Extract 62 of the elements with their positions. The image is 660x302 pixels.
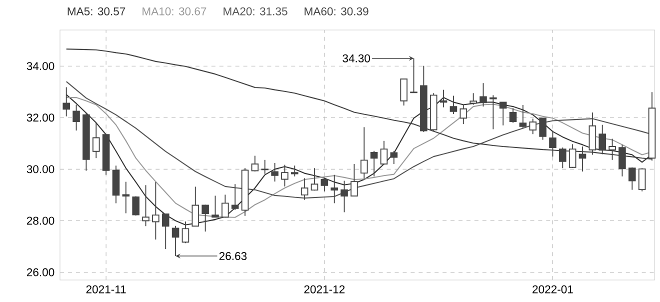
candlestick (390, 150, 398, 164)
candlestick (400, 78, 408, 106)
candlestick (549, 130, 556, 158)
candlestick (72, 104, 80, 131)
y-tick-label: 28.00 (26, 216, 54, 225)
x-tick-label: 2021-11 (86, 285, 126, 294)
candlestick (182, 221, 190, 244)
candlestick (212, 195, 219, 218)
candlestick (360, 126, 368, 180)
candlestick (251, 155, 259, 172)
y-tick-label: 26.00 (26, 268, 54, 276)
candlestick (92, 122, 100, 159)
candlestick (320, 178, 328, 192)
candlestick (529, 118, 537, 135)
candlestick (172, 225, 180, 256)
candlestick (588, 112, 596, 156)
y-tick-label: 30.00 (26, 165, 54, 174)
candlestick (122, 181, 130, 214)
candlestick (152, 182, 160, 240)
candlestick (380, 140, 388, 166)
candlestick (350, 164, 358, 197)
candlestick (638, 168, 646, 192)
text: MA60: 30.39 (304, 7, 368, 16)
candlestick (509, 108, 517, 124)
text: MA10: 30.67 (142, 7, 206, 16)
candlestick (499, 102, 507, 126)
candlestick (480, 82, 487, 108)
candlestick (291, 165, 298, 177)
candlestick (202, 204, 209, 232)
annotation: 26.63 (219, 252, 247, 260)
text: MA5: 30.57 (68, 7, 126, 16)
candlestick (490, 94, 497, 130)
candlestick (281, 164, 288, 187)
candlestick (271, 162, 278, 182)
candlestick (261, 159, 269, 174)
candlestick (62, 86, 70, 117)
candlestick (460, 104, 468, 125)
candlestick (310, 168, 318, 192)
candlestick (450, 95, 458, 114)
candlestick (470, 92, 477, 106)
y-tick-label: 34.00 (26, 62, 54, 70)
y-tick-label: 32.00 (26, 114, 54, 122)
candlestick (598, 124, 606, 155)
candlestick (132, 196, 140, 216)
candlestick (539, 118, 546, 140)
candlestick (142, 184, 150, 227)
candlestick (192, 186, 200, 227)
candlestick (300, 178, 308, 200)
candlestick (340, 180, 348, 213)
candlestick (222, 194, 229, 218)
annotation: 34.30 (342, 54, 370, 62)
candlestick (410, 58, 418, 94)
candlestick (440, 89, 448, 108)
text: MA20: 31.35 (224, 7, 288, 16)
candlestick (628, 166, 636, 190)
candlestick (519, 104, 527, 129)
candlestick (330, 174, 338, 204)
candlestick (162, 213, 170, 250)
candlestick (370, 150, 378, 177)
candlestick (231, 184, 239, 210)
x-tick-label: 2021-12 (304, 285, 345, 294)
x-tick-label: 2022-01 (532, 285, 573, 294)
